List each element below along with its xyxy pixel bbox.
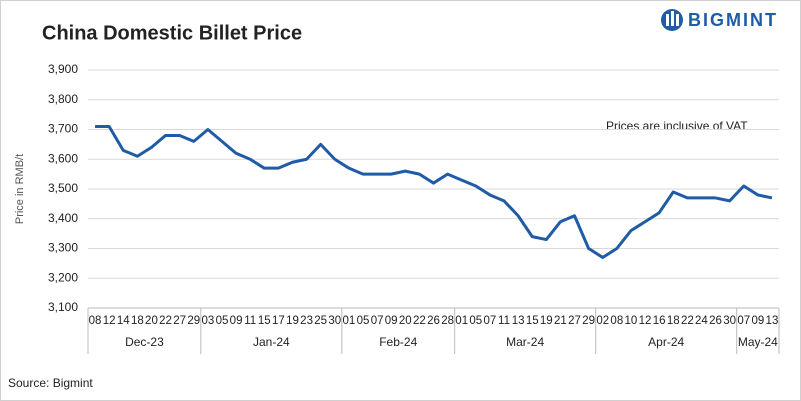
- y-tick-label: 3,800: [48, 92, 78, 106]
- brand: BIGMINT: [688, 10, 778, 30]
- line-series: [95, 125, 773, 259]
- x-tick-label: 05: [357, 315, 370, 327]
- x-tick-label: 01: [455, 315, 468, 327]
- y-tick-label: 3,100: [48, 300, 78, 314]
- y-tick-label: 3,200: [48, 270, 78, 284]
- x-tick-label: 08: [610, 315, 623, 327]
- x-tick-label: 01: [342, 315, 355, 327]
- y-tick-label: 3,700: [48, 122, 78, 136]
- x-tick-label: 19: [286, 315, 299, 327]
- x-tick-label: 18: [131, 315, 144, 327]
- x-group-label: Apr-24: [648, 335, 684, 349]
- x-tick-label: 05: [216, 315, 229, 327]
- x-tick-label: 09: [751, 315, 764, 327]
- y-tick-label: 3,500: [48, 181, 78, 195]
- x-group-label: Dec-23: [125, 335, 164, 349]
- x-tick-label: 12: [103, 315, 116, 327]
- logo-icon-part: [671, 11, 674, 26]
- x-tick-label: 27: [568, 315, 581, 327]
- x-tick-label: 25: [314, 315, 327, 327]
- x-tick-label: 13: [512, 315, 525, 327]
- logo-icon-part: [676, 14, 679, 26]
- x-tick-label: 22: [159, 315, 172, 327]
- x-tick-label: 10: [625, 315, 638, 327]
- x-tick-label: 07: [737, 315, 750, 327]
- x-tick-label: 19: [540, 315, 553, 327]
- source: Source: Bigmint: [8, 376, 93, 390]
- x-tick-label: 03: [201, 315, 214, 327]
- x-tick-label: 29: [187, 315, 200, 327]
- y-tick-label: 3,900: [48, 62, 78, 76]
- x-group-label: Feb-24: [379, 335, 417, 349]
- x-tick-label: 26: [709, 315, 722, 327]
- chart-title: China Domestic Billet Price: [42, 22, 302, 44]
- x-tick-label: 02: [596, 315, 609, 327]
- x-tick-label: 30: [723, 315, 736, 327]
- x-tick-label: 09: [230, 315, 243, 327]
- x-tick-label: 08: [89, 315, 102, 327]
- x-tick-label: 15: [258, 315, 271, 327]
- y-tick-label: 3,600: [48, 151, 78, 165]
- x-tick-label: 26: [427, 315, 440, 327]
- x-tick-label: 07: [371, 315, 384, 327]
- x-tick-label: 23: [300, 315, 313, 327]
- x-group-label: Mar-24: [506, 335, 544, 349]
- x-tick-label: 14: [117, 315, 130, 327]
- x-tick-label: 07: [484, 315, 497, 327]
- x-tick-label: 20: [145, 315, 158, 327]
- x-tick-label: 30: [328, 315, 341, 327]
- logo: BIGMINT: [661, 9, 778, 31]
- x-tick-label: 22: [681, 315, 694, 327]
- x-tick-label: 17: [272, 315, 285, 327]
- x-tick-label: 24: [695, 315, 708, 327]
- x-tick-label: 20: [399, 315, 412, 327]
- x-tick-label: 11: [498, 315, 510, 327]
- logo-icon-part: [666, 14, 669, 26]
- x-group-label: May-24: [738, 335, 778, 349]
- x-tick-label: 12: [639, 315, 652, 327]
- y-tick-label: 3,300: [48, 241, 78, 255]
- x-tick-label: 11: [244, 315, 256, 327]
- x-tick-label: 05: [469, 315, 482, 327]
- x-tick-label: 21: [554, 315, 567, 327]
- x-tick-label: 15: [526, 315, 539, 327]
- x-tick-label: 29: [582, 315, 595, 327]
- x-tick-label: 22: [413, 315, 426, 327]
- x-group-label: Jan-24: [253, 335, 290, 349]
- x-tick-label: 13: [766, 315, 779, 327]
- x-tick-label: 16: [653, 315, 666, 327]
- annotation: Prices are inclusive of VAT: [606, 119, 748, 133]
- x-tick-label: 18: [667, 315, 680, 327]
- y-axis-label: Price in RMB/t: [14, 154, 26, 224]
- x-tick-label: 27: [173, 315, 186, 327]
- y-tick-label: 3,400: [48, 211, 78, 225]
- x-tick-label: 28: [441, 315, 454, 327]
- x-tick-label: 09: [385, 315, 398, 327]
